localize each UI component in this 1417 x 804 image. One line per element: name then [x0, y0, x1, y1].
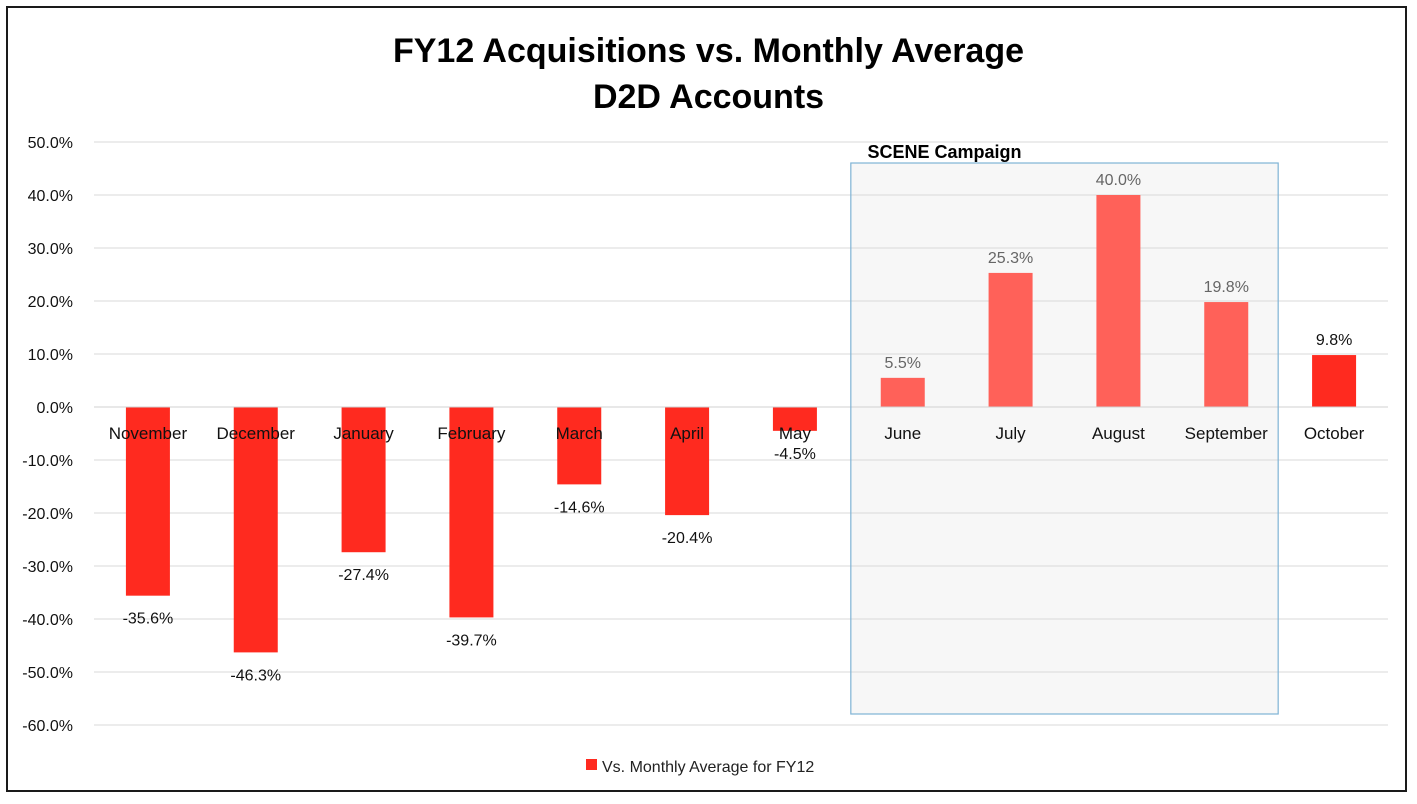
data-label: -35.6% — [123, 611, 174, 628]
bar — [233, 407, 278, 653]
chart-title-block: FY12 Acquisitions vs. Monthly Average D2… — [0, 28, 1417, 120]
x-tick-label: December — [217, 424, 296, 443]
x-tick-label: July — [995, 424, 1026, 443]
x-tick-label: October — [1304, 424, 1365, 443]
data-label: 9.8% — [1316, 332, 1352, 349]
y-tick-label: 50.0% — [28, 135, 73, 152]
y-tick-label: 10.0% — [28, 347, 73, 364]
y-tick-label: -20.0% — [22, 506, 73, 523]
scene-campaign-annotation: SCENE Campaign — [867, 142, 1021, 162]
data-label: -39.7% — [446, 632, 497, 649]
legend-swatch — [586, 759, 597, 770]
data-label: -14.6% — [554, 499, 605, 516]
x-tick-label: November — [109, 424, 188, 443]
bar — [665, 407, 710, 516]
x-tick-label: May — [779, 424, 812, 443]
bar — [1204, 302, 1249, 407]
chart-subtitle: D2D Accounts — [592, 78, 825, 116]
x-tick-label: June — [884, 424, 921, 443]
bar — [449, 407, 494, 618]
data-label: 25.3% — [988, 250, 1033, 267]
chart-title: FY12 Acquisitions vs. Monthly Average — [392, 32, 1025, 70]
y-tick-label: 20.0% — [28, 294, 73, 311]
data-label: 40.0% — [1096, 172, 1141, 189]
y-tick-label: -10.0% — [22, 453, 73, 470]
bar — [988, 272, 1033, 407]
x-tick-label: September — [1185, 424, 1268, 443]
x-tick-label: March — [556, 424, 603, 443]
data-label: -4.5% — [774, 446, 816, 463]
data-label: -46.3% — [230, 667, 281, 684]
y-tick-label: 30.0% — [28, 241, 73, 258]
highlight-region-fill — [850, 163, 1279, 714]
x-tick-label: August — [1092, 424, 1145, 443]
x-tick-label: February — [437, 424, 506, 443]
bar — [1096, 195, 1141, 407]
y-tick-label: -30.0% — [22, 559, 73, 576]
bar — [341, 407, 386, 553]
bar — [1312, 355, 1357, 407]
y-tick-label: -50.0% — [22, 665, 73, 682]
y-tick-label: 0.0% — [37, 400, 73, 417]
data-label: 5.5% — [885, 355, 921, 372]
highlight-region-border — [850, 162, 1279, 715]
data-label: -27.4% — [338, 567, 389, 584]
y-tick-label: 40.0% — [28, 188, 73, 205]
legend-label: Vs. Monthly Average for FY12 — [602, 759, 814, 776]
bar — [772, 407, 817, 431]
bar — [880, 377, 925, 407]
y-tick-label: -60.0% — [22, 718, 73, 735]
x-tick-label: January — [333, 424, 394, 443]
x-tick-label: April — [670, 424, 704, 443]
bar — [557, 407, 602, 485]
y-tick-label: -40.0% — [22, 612, 73, 629]
data-label: 19.8% — [1204, 279, 1249, 296]
bar — [125, 407, 170, 596]
data-label: -20.4% — [662, 530, 713, 547]
